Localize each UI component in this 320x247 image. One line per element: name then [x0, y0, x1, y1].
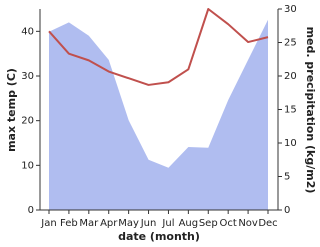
x-tick-label: Jan: [40, 218, 56, 229]
y2-tick-label: 10: [284, 138, 297, 149]
x-tick-label: Aug: [179, 218, 199, 229]
x-tick-label: Jun: [140, 218, 157, 229]
y2-axis-label: med. precipitation (kg/m2): [304, 27, 317, 194]
y2-tick-label: 25: [284, 38, 297, 49]
y-axis-label: max temp (C): [5, 68, 18, 152]
x-tick-label: Mar: [79, 218, 99, 229]
y-tick-label: 30: [21, 71, 34, 82]
y2-tick-label: 15: [284, 105, 297, 116]
y-tick-label: 20: [21, 116, 34, 127]
y-tick-label: 0: [28, 205, 34, 216]
x-tick-label: Feb: [60, 218, 78, 229]
x-tick-label: May: [118, 218, 139, 229]
x-tick-label: Jul: [161, 218, 174, 229]
line: [48, 8, 269, 86]
x-tick-label: Apr: [100, 218, 118, 229]
area: [49, 19, 268, 210]
y-tick-label: 40: [21, 26, 34, 37]
x-tick-label: Dec: [258, 218, 277, 229]
x-tick-label: Sep: [199, 218, 218, 229]
y-tick-label: 10: [21, 160, 34, 171]
y2-tick-label: 20: [284, 71, 297, 82]
y2-tick-label: 0: [284, 205, 290, 216]
y2-tick-label: 30: [284, 4, 297, 15]
x-tick-label: Nov: [238, 218, 258, 229]
x-axis-label: date (month): [118, 230, 200, 243]
x-tick-label: Oct: [220, 218, 237, 229]
y2-tick-label: 5: [284, 172, 290, 183]
